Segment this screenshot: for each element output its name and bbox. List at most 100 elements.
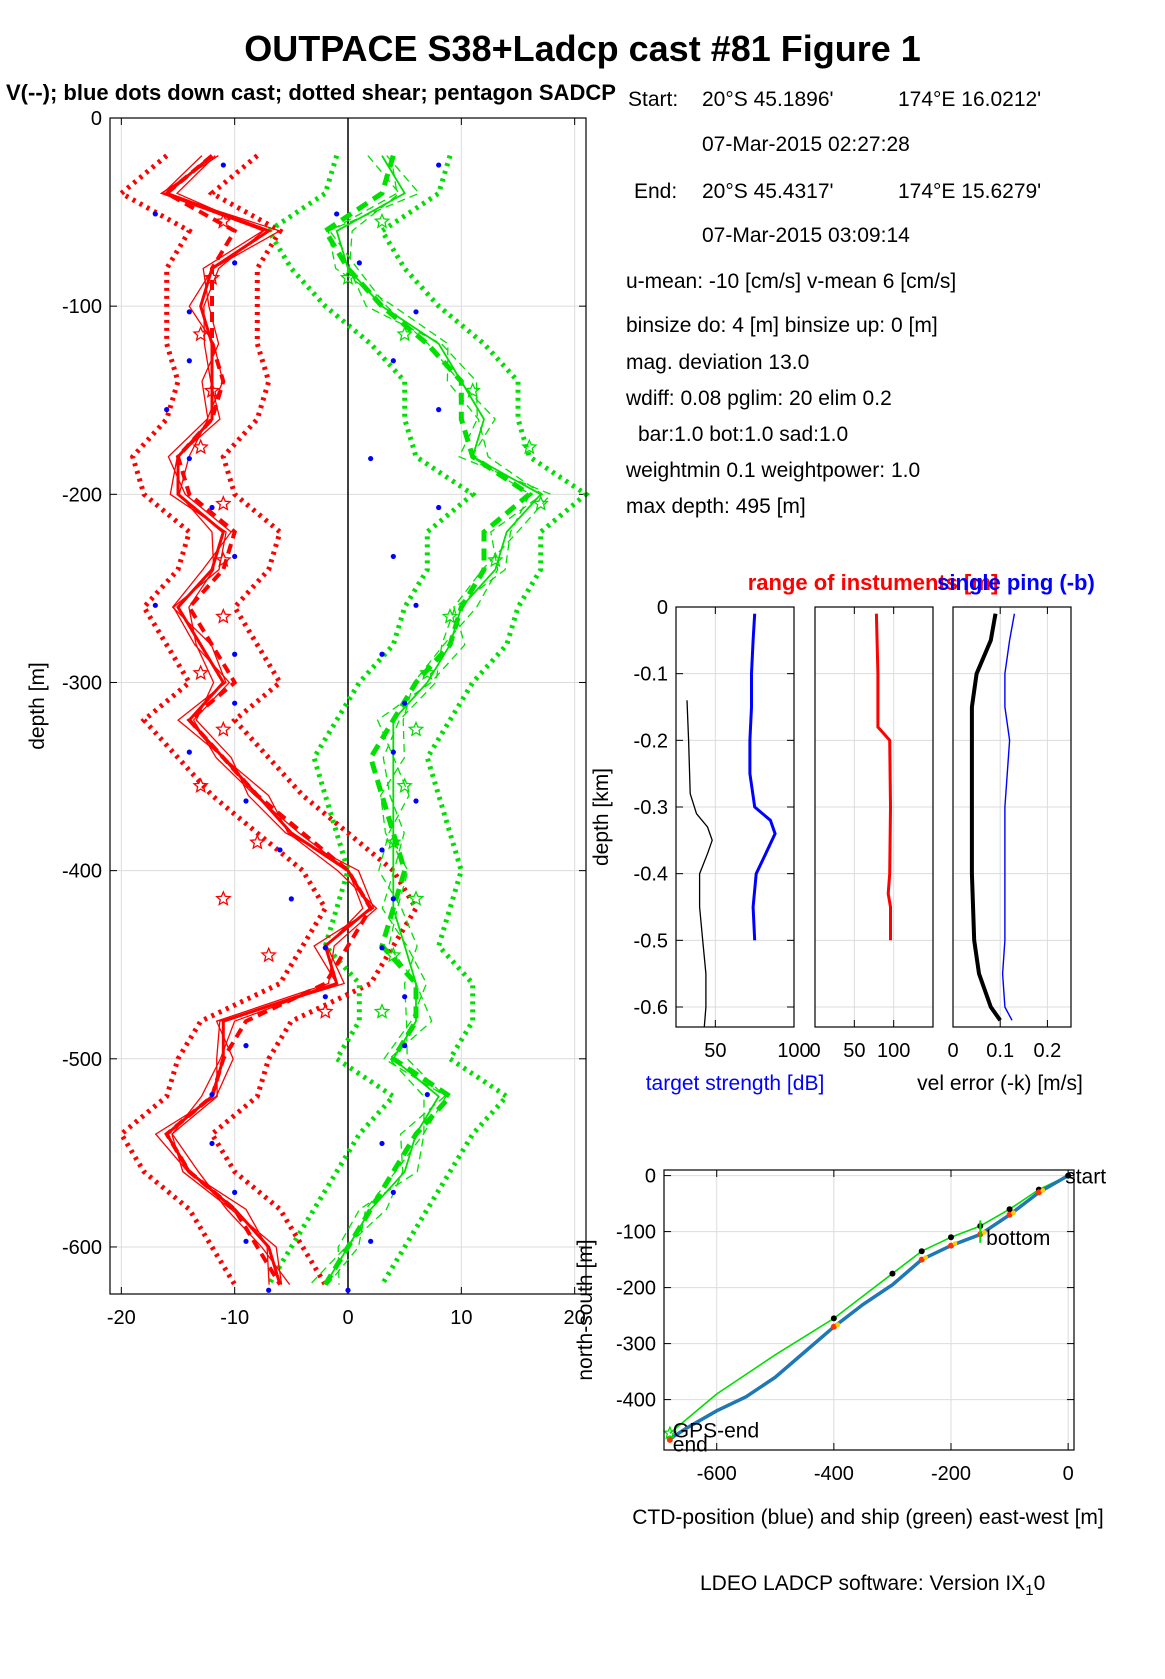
- sadcp-u-marker: [192, 664, 209, 681]
- ctd-marker: [830, 1323, 837, 1330]
- velocity-plot-xtick-label: 0: [342, 1307, 353, 1329]
- downcast-v-dot: [413, 798, 419, 804]
- velocity-plot-xtick-label: 20: [564, 1307, 586, 1329]
- target-strength-xlabel: target strength [dB]: [646, 1072, 825, 1095]
- range-plot-xtick-label: 50: [843, 1040, 865, 1062]
- downcast-u-dot: [232, 260, 238, 266]
- downcast-u-dot: [232, 553, 238, 560]
- target-strength-plot-ytick-label: -0.1: [634, 664, 668, 686]
- downcast-u-dot: [322, 994, 328, 1000]
- vel-error-plot-xtick-label: 0.2: [1033, 1040, 1061, 1062]
- downcast-v-dot: [436, 407, 442, 413]
- sadcp-v-marker: [373, 212, 391, 229]
- end-lon: 174°E 15.6279': [898, 180, 1042, 203]
- end-time: 07-Mar-2015 03:09:14: [702, 224, 910, 247]
- velocity-plot-ytick-label: -200: [62, 484, 102, 506]
- v-shear-line: [321, 154, 534, 1286]
- position-xlabel: CTD-position (blue) and ship (green) eas…: [632, 1506, 1104, 1529]
- u-shear-envelope-right: [207, 153, 419, 1286]
- downcast-u-dot: [186, 455, 192, 462]
- sadcp-u-marker: [203, 382, 221, 398]
- vel-error-plot-xtick-label: 0: [947, 1040, 958, 1062]
- target-strength-plot-ytick-label: -0.3: [634, 797, 668, 819]
- sadcp-v-marker: [464, 382, 481, 398]
- ctd-marker: [1035, 1189, 1042, 1196]
- ctd-marker-yellow: [1011, 1210, 1016, 1216]
- u-ensemble-line: [159, 155, 364, 1285]
- u-ensemble-line: [171, 155, 375, 1285]
- sadcp-u-marker: [203, 269, 221, 285]
- ship-marker: [889, 1270, 896, 1277]
- downcast-v-dot: [368, 455, 374, 462]
- ship-marker: [1006, 1206, 1013, 1213]
- ship-track: [669, 1174, 1069, 1434]
- velocity-plot-frame: [109, 117, 587, 1295]
- vel-error-xlabel: vel error (-k) [m/s]: [917, 1072, 1083, 1095]
- v-ensemble-line: [327, 155, 544, 1285]
- sadcp-v-marker: [385, 833, 402, 850]
- downcast-v-dot: [402, 1043, 408, 1049]
- sadcp-v-marker: [396, 777, 413, 793]
- sadcp-v-marker: [407, 890, 425, 906]
- ctd-track: [668, 1174, 1069, 1441]
- footer-tail: 0: [1033, 1572, 1046, 1595]
- vel-error-blue-line: [1001, 613, 1016, 1021]
- velocity-plot-ytick-label: 0: [91, 108, 102, 130]
- end-label: end: [673, 1434, 708, 1457]
- downcast-v-dot: [424, 1091, 430, 1098]
- position-plot-ytick-label: 0: [645, 1166, 656, 1188]
- end-marker: [666, 1436, 673, 1443]
- downcast-v-dot: [379, 1140, 385, 1147]
- sadcp-v-marker: [487, 551, 504, 568]
- downcast-v-dot: [390, 358, 396, 364]
- downcast-v-dot: [390, 749, 396, 755]
- position-plot-xtick-label: -200: [931, 1463, 971, 1485]
- ctd-marker-yellow: [981, 1230, 987, 1235]
- target-strength-plot-xtick-label: 50: [704, 1040, 726, 1062]
- downcast-v-dot: [345, 1287, 351, 1293]
- ship-marker: [1065, 1172, 1072, 1179]
- bar-bot-sad: bar:1.0 bot:1.0 sad:1.0: [638, 423, 849, 446]
- downcast-u-dot: [243, 798, 249, 804]
- target-strength-plot-background: [676, 607, 794, 1027]
- sadcp-u-marker: [192, 777, 209, 793]
- downcast-u-dot: [186, 309, 192, 315]
- downcast-v-dot: [379, 847, 385, 853]
- figure-subtitle: V(--); blue dots down cast; dotted shear…: [6, 80, 616, 105]
- position-plot-xtick-label: -400: [814, 1463, 854, 1485]
- target-strength-plot-ytick-label: -0.2: [634, 730, 668, 752]
- sadcp-v-marker: [441, 607, 459, 624]
- position-plot-xtick-label: -600: [697, 1463, 737, 1485]
- u-v-mean: u-mean: -10 [cm/s] v-mean 6 [cm/s]: [626, 270, 957, 293]
- downcast-v-dot: [436, 162, 442, 168]
- velocity-plot-ytick-label: -300: [62, 672, 102, 694]
- end-label: End:: [634, 180, 678, 203]
- sadcp-u-marker: [249, 833, 266, 850]
- position-ylabel: north-south [m]: [574, 1239, 597, 1380]
- downcast-u-dot: [209, 1140, 215, 1147]
- sadcp-v-marker: [419, 664, 436, 681]
- downcast-u-dot: [164, 407, 170, 413]
- sadcp-u-marker: [215, 212, 232, 229]
- position-plot-frame: [663, 1169, 1075, 1451]
- sadcp-u-marker: [192, 438, 209, 455]
- target-strength-plot-ytick-label: 0: [657, 597, 668, 619]
- max-depth: max depth: 495 [m]: [626, 495, 806, 518]
- range-red-line: [874, 613, 893, 941]
- gps-end-marker: [662, 1425, 678, 1440]
- velocity-ylabel: depth [m]: [26, 662, 49, 750]
- ctd-marker-yellow: [835, 1322, 841, 1328]
- downcast-v-dot: [390, 1189, 396, 1195]
- downcast-u-dot: [232, 651, 238, 657]
- range-title: range of instuments [m]: [748, 570, 999, 595]
- downcast-v-dot: [436, 504, 442, 511]
- downcast-v-dot: [413, 309, 419, 315]
- weight: weightmin 0.1 weightpower: 1.0: [626, 459, 921, 482]
- position-plot-ytick-label: -100: [616, 1222, 656, 1244]
- velocity-plot-ytick-label: -500: [62, 1049, 102, 1071]
- sadcp-v-marker: [532, 494, 549, 511]
- downcast-u-dot: [243, 1238, 249, 1244]
- target-strength-plot-ytick-label: -0.4: [634, 864, 668, 886]
- target-strength-black-line: [686, 700, 713, 1028]
- ctd-marker: [948, 1242, 954, 1249]
